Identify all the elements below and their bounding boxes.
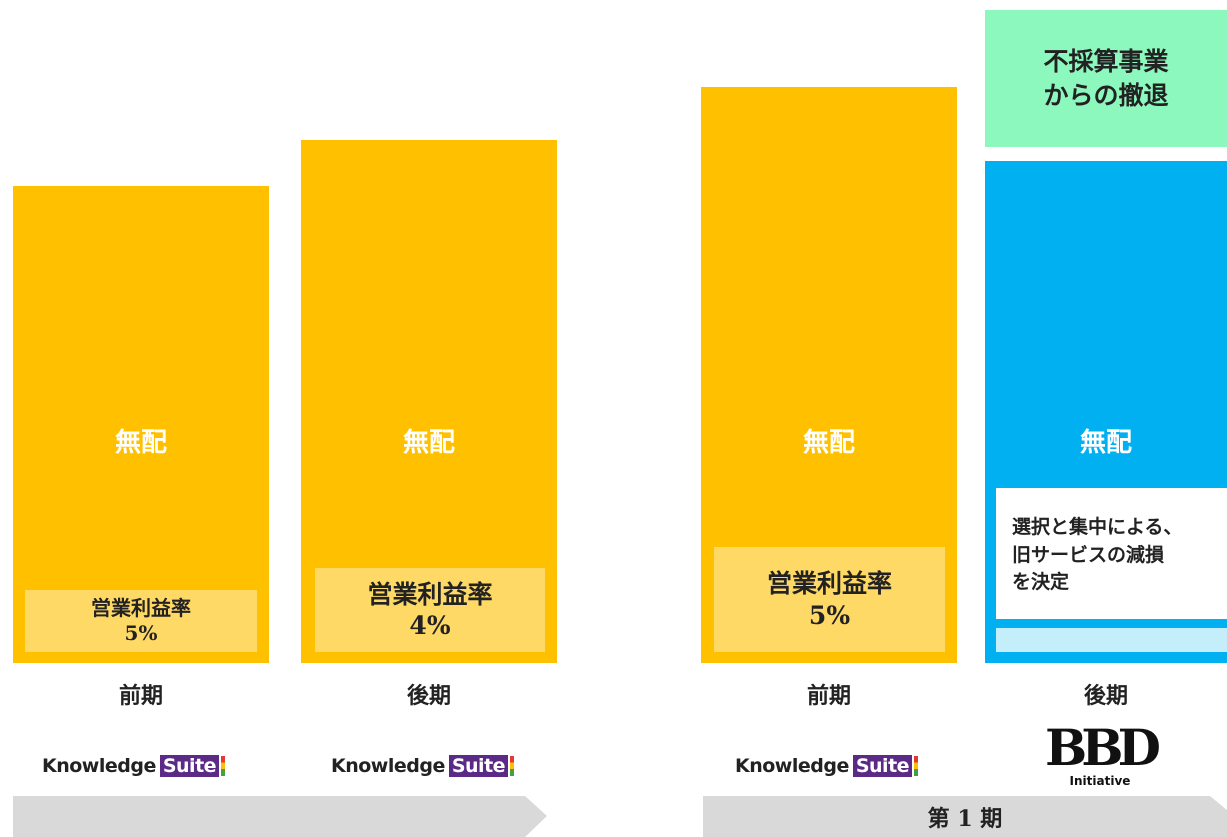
margin-box: 営業利益率 5% (25, 590, 257, 652)
knowledge-suite-logo: Knowledge Suite (735, 755, 919, 777)
bar-label: 無配 (1079, 428, 1132, 458)
phase-arrow (13, 796, 547, 837)
logo-text: Initiative (1069, 774, 1131, 788)
margin-value: 5% (124, 621, 158, 645)
phase-arrow (703, 796, 1227, 837)
margin-box: 営業利益率 5% (714, 547, 945, 652)
margin-label: 営業利益率 (367, 579, 493, 609)
margin-label: 営業利益率 (91, 596, 191, 620)
note-line: 旧サービスの減損 (1012, 543, 1165, 566)
bbd-logo: BBD Initiative (1040, 718, 1161, 789)
period-label: 前期 (806, 683, 851, 709)
logo-mark (221, 756, 226, 776)
margin-box: 営業利益率 4% (315, 568, 545, 652)
margin-strip (996, 628, 1227, 652)
bar-label: 無配 (402, 428, 455, 458)
knowledge-suite-logo: Knowledge Suite (331, 755, 515, 777)
logo-mark (914, 756, 919, 776)
bar-label: 無配 (114, 428, 167, 458)
box-line: 不採算事業 (1043, 46, 1169, 76)
bar-label: 無配 (802, 428, 855, 458)
period-label: 前期 (118, 683, 163, 709)
logo-text: Knowledge (42, 755, 156, 777)
bar (13, 186, 269, 663)
logo-text: Knowledge (331, 755, 445, 777)
box-line: からの撤退 (1043, 80, 1169, 110)
note-line: 選択と集中による、 (1012, 516, 1183, 538)
withdrawal-box: 不採算事業 からの撤退 (985, 10, 1227, 147)
phase-label: 第 1 期 (928, 806, 1003, 832)
logo-text: BBD (1045, 718, 1161, 777)
knowledge-suite-logo: Knowledge Suite (42, 755, 226, 777)
logo-text: Suite (448, 755, 509, 777)
margin-label: 営業利益率 (766, 569, 892, 599)
period-label: 後期 (1083, 683, 1128, 709)
note-line: を決定 (1012, 571, 1070, 594)
note-box: 選択と集中による、 旧サービスの減損 を決定 (996, 488, 1227, 619)
margin-value: 5% (808, 600, 851, 630)
period-label: 後期 (406, 683, 451, 709)
logo-mark (510, 756, 515, 776)
logo-text: Knowledge (735, 755, 849, 777)
logo-text: Suite (852, 755, 913, 777)
margin-value: 4% (409, 611, 451, 640)
logo-text: Suite (159, 755, 220, 777)
